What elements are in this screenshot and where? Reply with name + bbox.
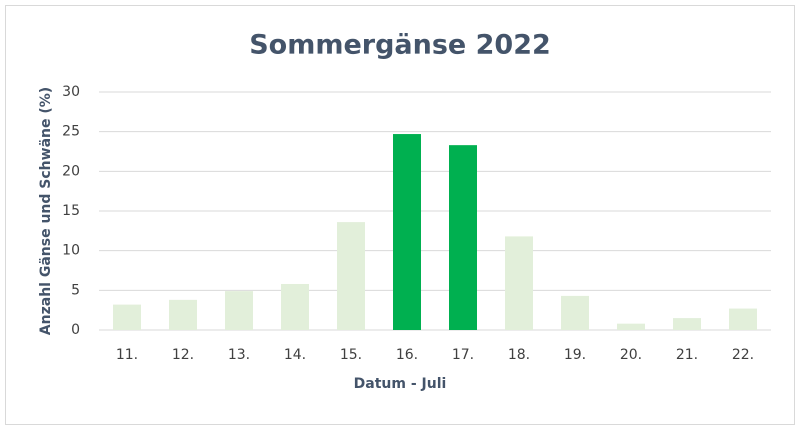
x-tick-label: 14. bbox=[284, 347, 306, 363]
x-tick-label: 22. bbox=[732, 347, 754, 363]
x-tick-label: 11. bbox=[116, 347, 138, 363]
bar bbox=[729, 308, 757, 330]
y-axis-label: Anzahl Gänse und Schwäne (%) bbox=[38, 87, 54, 335]
y-tick-label: 15 bbox=[62, 203, 80, 219]
bar bbox=[225, 291, 253, 330]
bar bbox=[337, 222, 365, 330]
y-tick-label: 0 bbox=[71, 322, 80, 338]
x-tick-label: 21. bbox=[676, 347, 698, 363]
x-tick-label: 12. bbox=[172, 347, 194, 363]
x-tick-label: 16. bbox=[396, 347, 418, 363]
bar bbox=[673, 318, 701, 330]
bar bbox=[561, 295, 589, 330]
y-tick-label: 20 bbox=[62, 163, 80, 179]
x-tick-label: 15. bbox=[340, 347, 362, 363]
y-tick-label: 30 bbox=[62, 84, 80, 100]
y-tick-label: 5 bbox=[71, 282, 80, 298]
chart-title: Sommergänse 2022 bbox=[249, 30, 551, 61]
x-tick-label: 17. bbox=[452, 347, 474, 363]
bar bbox=[393, 134, 421, 330]
bar bbox=[281, 283, 309, 330]
x-tick-label: 13. bbox=[228, 347, 250, 363]
y-tick-label: 25 bbox=[62, 124, 80, 140]
x-axis-label: Datum - Juli bbox=[354, 376, 447, 392]
bar bbox=[505, 236, 533, 330]
y-tick-label: 10 bbox=[62, 243, 80, 259]
bar bbox=[169, 299, 197, 330]
x-tick-label: 19. bbox=[564, 347, 586, 363]
x-tick-label: 20. bbox=[620, 347, 642, 363]
bar bbox=[113, 304, 141, 330]
bar bbox=[449, 145, 477, 330]
x-tick-label: 18. bbox=[508, 347, 530, 363]
bar bbox=[617, 323, 645, 330]
